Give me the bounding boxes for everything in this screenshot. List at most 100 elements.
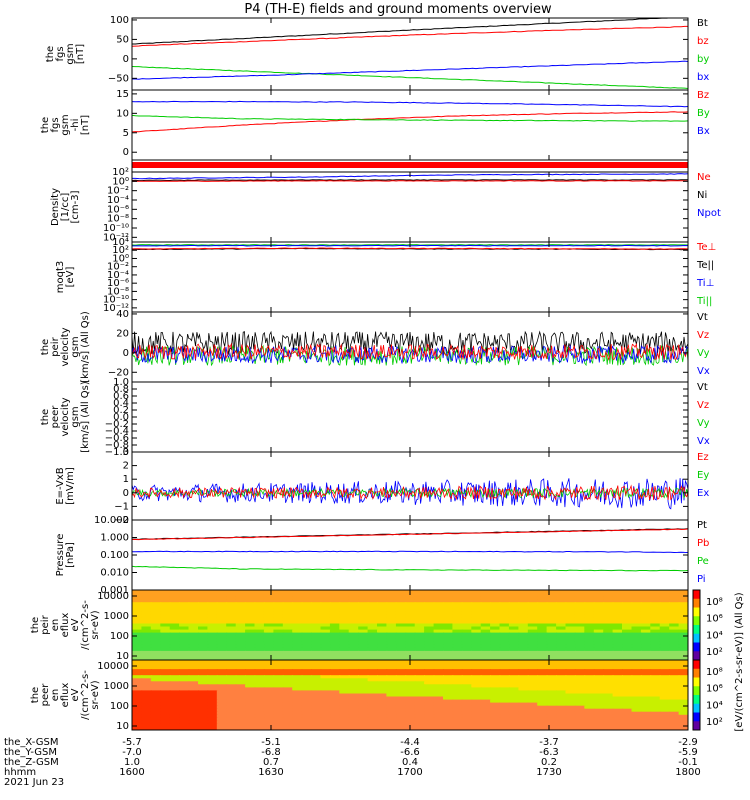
spectrogram-cell [348, 720, 359, 725]
spectrogram-cell [603, 608, 614, 613]
spectrogram-cell [395, 626, 407, 631]
spectrogram-cell [433, 681, 444, 686]
spectrogram-cell [405, 632, 416, 637]
spectrogram-cell [678, 678, 688, 683]
spectrogram-cell [452, 602, 463, 607]
spectrogram-cell [292, 693, 303, 698]
spectrogram-cell [480, 714, 491, 719]
spectrogram-cell [631, 711, 642, 716]
spectrogram-cell [273, 632, 284, 637]
spectrogram-cell [603, 641, 614, 646]
spectrogram-cell [311, 699, 322, 704]
spectrogram-cell [546, 681, 557, 686]
spectrogram-cell [367, 705, 378, 710]
spectrogram-cell [377, 629, 388, 634]
spectrogram-cell [461, 669, 473, 673]
spectrogram-cell [518, 608, 529, 613]
spectrogram-cell [678, 657, 688, 660]
spectrogram-cell [546, 660, 557, 664]
legend-label: bz [697, 36, 709, 47]
y-axis-label-line: velocity [60, 397, 71, 436]
spectrogram-cell [311, 690, 322, 695]
spectrogram-cell [141, 602, 152, 607]
colorbar-tick: 10⁶ [706, 614, 723, 625]
y-tick-label: −50 [108, 73, 129, 84]
spectrogram-cell [198, 699, 209, 704]
spectrogram-cell [160, 660, 171, 664]
spectrogram-cell [386, 660, 397, 664]
spectrogram-cell [480, 620, 491, 625]
spectrogram-cell [348, 605, 359, 610]
spectrogram-cell [405, 675, 416, 680]
spectrogram-cell [282, 647, 294, 652]
spectrogram-cell [443, 687, 454, 692]
spectrogram-cell [348, 714, 359, 719]
spectrogram-cell [565, 626, 576, 631]
spectrogram-cell [301, 626, 312, 631]
spectrogram-cell [301, 675, 312, 680]
spectrogram-cell [678, 638, 688, 643]
spectrogram-cell [414, 702, 425, 707]
spectrogram-cell [678, 663, 688, 667]
spectrogram-cell [659, 699, 670, 704]
spectrogram-cell [179, 650, 190, 655]
spectrogram-cell [405, 596, 416, 600]
spectrogram-cell [443, 623, 454, 628]
spectrogram-cell [179, 690, 190, 695]
spectrogram-cell [150, 602, 162, 607]
spectrogram-cell [358, 653, 369, 658]
spectrogram-cell [414, 611, 425, 616]
spectrogram-cell [301, 653, 312, 658]
spectrogram-cell [169, 596, 180, 600]
spectrogram-cell [640, 602, 652, 607]
spectrogram-cell [546, 647, 557, 652]
spectrogram-cell [556, 590, 567, 594]
spectrogram-cell [198, 632, 209, 637]
spectrogram-cell [150, 644, 162, 649]
spectrogram-cell [254, 593, 265, 597]
spectrogram-cell [443, 705, 454, 710]
spectrogram-cell [659, 714, 670, 719]
spectrogram-cell [622, 681, 633, 686]
spectrogram-cell [245, 720, 256, 725]
spectrogram-cell [245, 723, 256, 728]
spectrogram-cell [650, 690, 661, 695]
spectrogram-cell [640, 717, 652, 722]
spectrogram-cell [678, 629, 688, 634]
spectrogram-cell [386, 727, 397, 730]
spectrogram-cell [518, 590, 529, 594]
y-axis-label-line: peer [40, 683, 51, 707]
spectrogram-cell [631, 693, 642, 698]
spectrogram-cell [169, 599, 180, 603]
spectrogram-cell [254, 678, 265, 683]
spectrogram-cell [311, 614, 322, 619]
spectrogram-cell [650, 702, 661, 707]
spectrogram-cell [574, 644, 586, 649]
spectrogram-cell [575, 730, 585, 734]
spectrogram-cell [141, 672, 152, 677]
spectrogram-cell [640, 590, 652, 594]
spectrogram-cell [358, 657, 369, 660]
spectrogram-cell [659, 599, 670, 603]
spectrogram-cell [367, 675, 378, 680]
spectrogram-cell [311, 596, 322, 600]
spectrogram-cell [565, 714, 576, 719]
spectrogram-cell [584, 699, 595, 704]
spectrogram-cell [669, 608, 680, 613]
spectrogram-cell [518, 641, 529, 646]
spectrogram-cell [527, 653, 539, 658]
spectrogram-cell [574, 590, 586, 594]
spectrogram-cell [537, 650, 548, 655]
spectrogram-cell [330, 730, 340, 734]
spectrogram-cell [245, 675, 256, 680]
colorbar-tick: 10² [706, 647, 723, 658]
spectrogram-cell [603, 666, 614, 670]
spectrogram-cell [160, 623, 171, 628]
spectrogram-cell [631, 687, 642, 692]
spectrogram-cell [452, 727, 463, 730]
spectrogram-cell [358, 699, 369, 704]
spectrogram-cell [659, 687, 670, 692]
spectrogram-cell [669, 638, 680, 643]
spectrogram-cell [566, 730, 576, 734]
spectrogram-cell [659, 638, 670, 643]
